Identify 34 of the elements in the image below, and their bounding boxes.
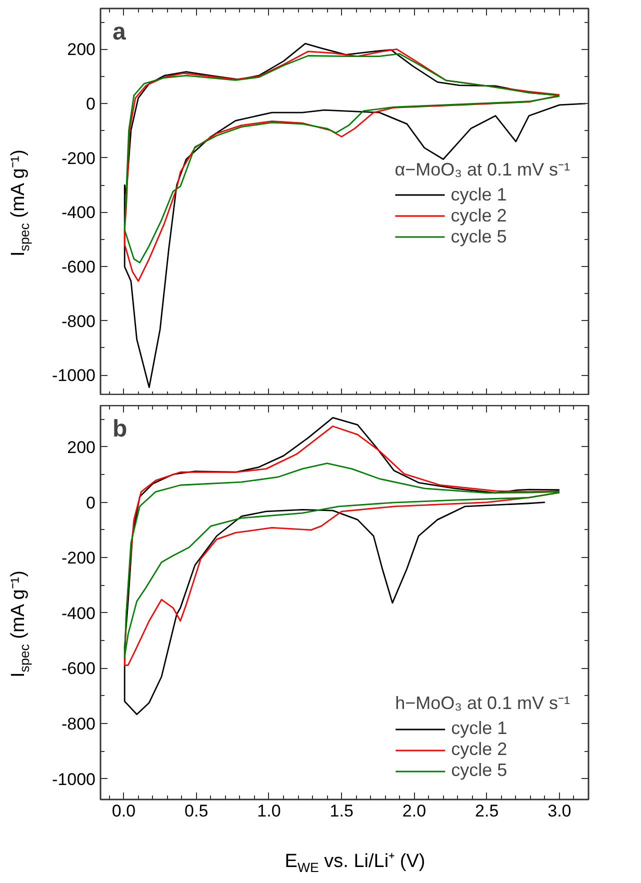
legend-title: h−MoO₃ at 0.1 mV s⁻¹ — [395, 692, 570, 714]
y-tick-label: 200 — [67, 40, 96, 60]
legend-title: α−MoO₃ at 0.1 mV s⁻¹ — [394, 158, 570, 180]
y-tick-label: -600 — [61, 659, 96, 678]
annotation: a — [112, 18, 126, 46]
line-series — [124, 462, 560, 658]
annotation: b — [112, 416, 128, 442]
legend-label: cycle 1 — [451, 718, 508, 739]
legend-label: cycle 2 — [450, 205, 507, 226]
x-tick-label: 3.0 — [548, 802, 572, 820]
y-tick-label: 0 — [86, 493, 96, 512]
legend-label: cycle 5 — [450, 226, 507, 247]
y-tick-label: -1000 — [52, 770, 96, 789]
y-tick-label: -400 — [61, 604, 96, 623]
y-tick-label: -200 — [61, 548, 96, 568]
y-tick-label: -800 — [61, 714, 96, 734]
x-tick-label: 1.5 — [330, 802, 354, 820]
y-tick-label: -200 — [61, 148, 96, 168]
y-tick-label: 0 — [86, 94, 96, 114]
x-tick-label: 0.0 — [112, 802, 136, 820]
legend-label: cycle 1 — [450, 184, 507, 205]
legend-label: cycle 5 — [451, 760, 508, 781]
x-axis-title: E$_{WE}$ vs. Li/Li⁺ (V) — [284, 850, 426, 877]
y-tick-label: -400 — [61, 203, 96, 222]
y-tick-label: -1000 — [52, 366, 96, 386]
x-tick-label: 0.5 — [184, 802, 208, 820]
legend-label: cycle 2 — [451, 739, 508, 760]
y-tick-label: -800 — [61, 312, 96, 331]
y-tick-label: -600 — [61, 258, 96, 276]
x-tick-label: 1.0 — [257, 802, 281, 820]
x-tick-label: 2.0 — [402, 802, 426, 820]
x-tick-label: 2.5 — [475, 802, 499, 820]
line-series — [124, 42, 586, 388]
y-tick-label: 200 — [67, 438, 96, 457]
